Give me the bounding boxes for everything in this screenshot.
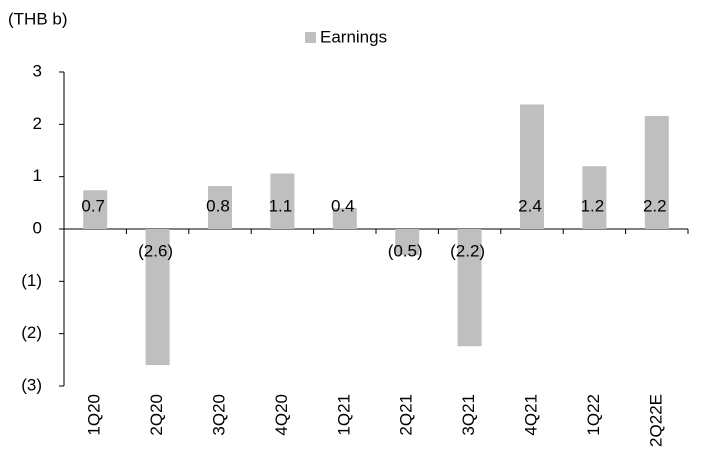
value-label: (2.6) <box>138 241 173 260</box>
bar <box>145 229 170 366</box>
y-tick-label: 1 <box>33 166 42 185</box>
bar <box>83 190 108 229</box>
bar <box>582 166 607 229</box>
x-tick-label: 2Q20 <box>147 394 166 436</box>
x-tick-label: 4Q21 <box>521 394 540 436</box>
value-label: (0.5) <box>388 241 423 260</box>
x-tick-label: 1Q21 <box>334 394 353 436</box>
y-tick-label: (2) <box>21 323 42 342</box>
legend-swatch <box>305 32 316 43</box>
y-tick-label: (1) <box>21 271 42 290</box>
value-label: 0.8 <box>206 196 230 215</box>
bar <box>457 229 482 347</box>
y-tick-label: 3 <box>33 61 42 80</box>
x-tick-label: 3Q20 <box>209 394 228 436</box>
bar <box>270 173 295 229</box>
y-tick-label: (3) <box>21 375 42 394</box>
unit-label: (THB b) <box>8 9 68 28</box>
x-tick-label: 2Q22E <box>646 394 665 447</box>
x-tick-label: 1Q22 <box>584 394 603 436</box>
y-tick-label: 0 <box>33 218 42 237</box>
value-label: 1.2 <box>581 196 605 215</box>
x-tick-label: 1Q20 <box>85 394 104 436</box>
value-label: (2.2) <box>450 241 485 260</box>
bar <box>644 115 669 229</box>
value-label: 1.1 <box>269 196 293 215</box>
value-label: 2.2 <box>643 196 667 215</box>
x-tick-label: 3Q21 <box>459 394 478 436</box>
bar <box>332 208 357 229</box>
y-tick-label: 2 <box>33 114 42 133</box>
bar <box>520 104 544 229</box>
value-label: 2.4 <box>518 196 542 215</box>
legend-label: Earnings <box>320 27 387 46</box>
bar <box>395 229 420 256</box>
value-label: 0.4 <box>331 196 355 215</box>
bar <box>208 186 232 229</box>
x-tick-label: 2Q21 <box>397 394 416 436</box>
value-label: 0.7 <box>81 196 105 215</box>
x-tick-label: 4Q20 <box>272 394 291 436</box>
